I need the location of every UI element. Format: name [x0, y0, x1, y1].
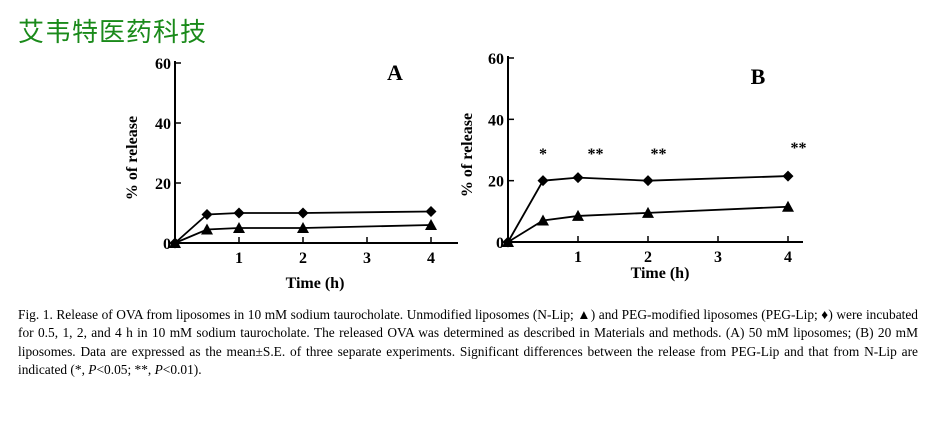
- panel-a-x-axis-title: Time (h): [286, 275, 345, 292]
- panel-b-n-lip-point: [572, 209, 584, 221]
- panel-a-n-lip-point: [425, 219, 437, 230]
- panel-a-y-tick-label: 20: [155, 176, 171, 193]
- panel-b-significance-mark: **: [791, 140, 807, 157]
- caption-part-1: Fig. 1. Release of OVA from liposomes in…: [18, 307, 918, 378]
- panel-b-x-axis-title: Time (h): [631, 265, 690, 282]
- panel-b-peg-lip-point: [537, 175, 549, 187]
- panel-a-n-lip-point: [201, 223, 213, 235]
- panel-b-n-lip-point: [502, 236, 514, 247]
- panel-b-x-tick-label: 1: [574, 249, 582, 266]
- panel-a-label: A: [387, 60, 403, 85]
- panel-a-peg-lip-point: [425, 206, 437, 217]
- panel-a-y-axis-title: % of release: [124, 116, 141, 200]
- panel-a-x-tick-label: 3: [363, 250, 371, 267]
- panel-b-x-tick-label: 3: [714, 249, 722, 266]
- panel-a-peg-lip-point: [201, 209, 213, 220]
- watermark-text: 艾韦特医药科技: [18, 18, 208, 48]
- panel-a-y-tick-label: 40: [155, 116, 171, 133]
- panel-b-y-axis-title: % of release: [459, 113, 476, 197]
- panel-a-n-lip-point: [233, 222, 245, 233]
- caption-p-symbol: P: [88, 362, 97, 378]
- panel-b-peg-lip-point: [642, 175, 654, 187]
- panel-a-n-lip-point: [169, 237, 181, 248]
- panel-a-peg-lip-point: [233, 207, 245, 219]
- caption-part-2: <0.05; **,: [96, 362, 155, 378]
- panel-a-y-tick-label: 60: [155, 56, 171, 73]
- panel-a-peg-lip-point: [297, 207, 309, 219]
- panel-a-n-lip-point: [297, 222, 309, 233]
- panel-b-significance-mark: **: [588, 146, 604, 163]
- panel-b-significance-mark: **: [651, 146, 667, 163]
- panel-b-peg-lip-point: [572, 172, 584, 184]
- panel-a-x-tick-label: 1: [235, 250, 243, 267]
- panel-a-y-tick-label: 0: [163, 236, 171, 253]
- panel-b-x-tick-label: 4: [784, 249, 792, 266]
- panel-b-label: B: [751, 64, 766, 89]
- panel-b-y-tick-label: 40: [488, 112, 504, 129]
- panel-a-x-tick-label: 4: [427, 250, 435, 267]
- figure-caption: Fig. 1. Release of OVA from liposomes in…: [18, 306, 918, 380]
- panel-b-peg-lip-point: [782, 170, 794, 182]
- panel-a-x-tick-label: 2: [299, 250, 307, 267]
- figure: 0 20 40 60 1 2 3 4 Time (h) % of release A 0 20 40 60 1…: [124, 51, 807, 292]
- panel-b-significance-mark: *: [539, 146, 547, 163]
- caption-p-symbol: P: [154, 362, 163, 378]
- panel-b-y-tick-label: 0: [496, 235, 504, 252]
- panel-b-x-tick-label: 2: [644, 249, 652, 266]
- panel-b-n-lip-point: [782, 200, 794, 212]
- panel-b-y-tick-label: 60: [488, 51, 504, 68]
- caption-part-3: <0.01).: [162, 362, 202, 378]
- panel-b-y-tick-label: 20: [488, 174, 504, 191]
- panel-b-n-lip-point: [537, 214, 549, 226]
- panel-b-n-lip-point: [642, 206, 654, 218]
